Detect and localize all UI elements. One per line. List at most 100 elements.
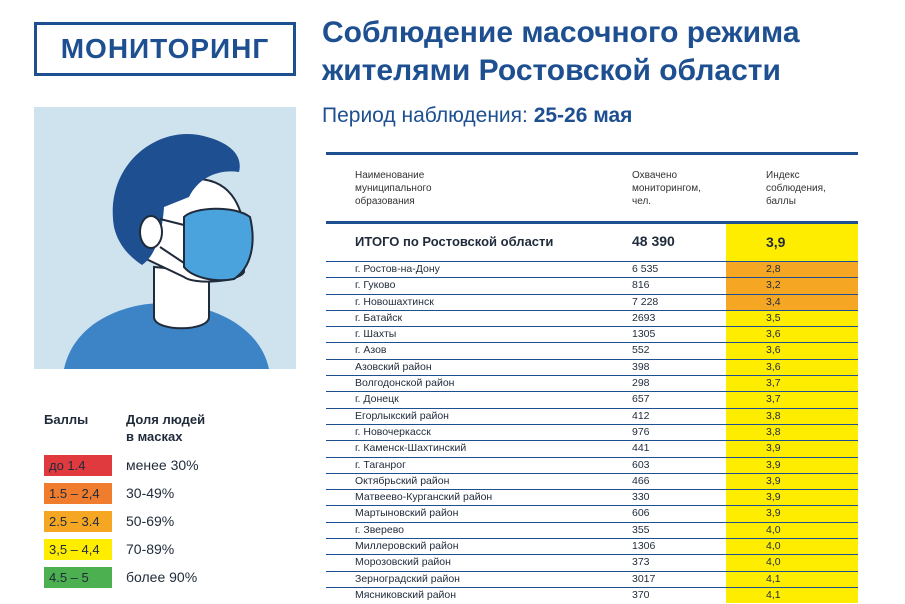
row-index: 3,9 <box>766 458 781 471</box>
table-row: г. Каменск-Шахтинский 441 3,9 <box>326 440 858 457</box>
row-municipality: г. Новошахтинск <box>355 295 434 308</box>
header-municipality-line: образования <box>355 196 415 207</box>
row-index-cell: 3,6 <box>726 327 858 343</box>
table-row: Егорлыкский район 412 3,8 <box>326 407 858 424</box>
title-line-2: жителями Ростовской области <box>322 54 781 87</box>
header-covered-line: Охвачено <box>632 170 678 181</box>
row-index-cell: 3,9 <box>726 490 858 506</box>
row-index-cell: 4,0 <box>726 555 858 571</box>
row-index: 3,9 <box>766 474 781 487</box>
legend-item: 2.5 – 3.4 50-69% <box>44 511 314 532</box>
table-row: Октябрьский район 466 3,9 <box>326 472 858 490</box>
row-covered: 606 <box>632 507 650 520</box>
total-covered: 48 390 <box>632 233 675 249</box>
legend-share: 30-49% <box>126 485 175 501</box>
row-municipality: г. Гуково <box>355 279 396 292</box>
row-municipality: г. Каменск-Шахтинский <box>355 442 467 455</box>
masked-person-illustration <box>34 107 296 369</box>
row-covered: 330 <box>632 491 650 504</box>
table-top-rule <box>326 152 858 155</box>
header-municipality-line: муниципального <box>355 183 432 194</box>
table-row: Матвеево-Курганский район 330 3,9 <box>326 489 858 506</box>
row-index: 3,7 <box>766 377 781 390</box>
period-value: 25-26 мая <box>533 104 633 127</box>
row-index-cell: 3,6 <box>726 359 858 376</box>
table-row: Мартыновский район 606 3,9 <box>326 505 858 522</box>
row-index-cell: 3,8 <box>726 408 858 424</box>
row-index-cell: 3,4 <box>726 294 858 310</box>
total-index: 3,9 <box>766 234 786 250</box>
table-row: г. Гуково 816 3,2 <box>326 277 858 294</box>
legend-share-header-line-2: в масках <box>126 429 183 444</box>
row-index-cell: 3,2 <box>726 278 858 294</box>
row-index: 3,7 <box>766 393 781 406</box>
row-index: 3,9 <box>766 442 781 455</box>
table-row: г. Новочеркасск 976 3,8 <box>326 423 858 441</box>
row-municipality: Егорлыкский район <box>355 409 449 422</box>
header-index-line: Индекс <box>766 170 800 181</box>
row-covered: 603 <box>632 458 650 471</box>
table-row: г. Новошахтинск 7 228 3,4 <box>326 293 858 310</box>
legend-share: 70-89% <box>126 541 175 557</box>
row-index: 3,9 <box>766 491 781 504</box>
total-row: ИТОГО по Ростовской области 48 390 3,9 <box>326 224 858 261</box>
row-index-cell: 4,1 <box>726 571 858 587</box>
table-row: г. Донецк 657 3,7 <box>326 391 858 408</box>
row-index-cell: 4,0 <box>726 539 858 555</box>
table-row: Миллеровский район 1306 4,0 <box>326 538 858 555</box>
row-index: 3,4 <box>766 295 781 308</box>
table-row: г. Таганрог 603 3,9 <box>326 456 858 473</box>
legend-swatch-orange: 1.5 – 2,4 <box>44 483 112 504</box>
row-municipality: Азовский район <box>355 360 432 373</box>
row-index: 3,8 <box>766 409 781 422</box>
table-row: г. Азов 552 3,6 <box>326 342 858 359</box>
row-index: 3,6 <box>766 360 781 373</box>
header-index-line: соблюдения, <box>766 183 826 194</box>
row-municipality: г. Таганрог <box>355 458 406 471</box>
total-index-cell: 3,9 <box>726 224 858 261</box>
row-index: 3,6 <box>766 344 781 357</box>
row-index-cell: 3,8 <box>726 424 858 441</box>
row-index: 4,0 <box>766 523 781 536</box>
row-municipality: Октябрьский район <box>355 474 450 487</box>
row-covered: 355 <box>632 523 650 536</box>
header-covered-line: мониторингом, <box>632 183 701 194</box>
row-municipality: Мясниковский район <box>355 588 457 601</box>
title-line-1: Соблюдение масочного режима <box>322 16 800 49</box>
row-covered: 466 <box>632 474 650 487</box>
row-index-cell: 3,9 <box>726 457 858 473</box>
table-body: г. Ростов-на-Дону 6 535 2,8 г. Гуково 816 3,2… <box>326 261 858 604</box>
legend-share: менее 30% <box>126 457 199 473</box>
header-municipality: Наименование муниципального образования <box>355 169 485 208</box>
row-index: 3,6 <box>766 328 781 341</box>
row-index-cell: 4,0 <box>726 522 858 539</box>
row-covered: 412 <box>632 409 650 422</box>
header-index: Индекс соблюдения, баллы <box>766 169 854 208</box>
table-row: Азовский район 398 3,6 <box>326 358 858 376</box>
compliance-table: Наименование муниципального образования … <box>326 152 858 604</box>
row-covered: 370 <box>632 588 650 601</box>
legend-swatch-light-orange: 2.5 – 3.4 <box>44 511 112 532</box>
row-index: 4,0 <box>766 556 781 569</box>
legend-scores-header: Баллы <box>44 412 89 427</box>
row-municipality: г. Шахты <box>355 328 397 341</box>
row-covered: 657 <box>632 393 650 406</box>
row-index: 3,9 <box>766 507 781 520</box>
row-municipality: г. Новочеркасск <box>355 425 431 438</box>
table-header-rule <box>326 221 858 224</box>
header-municipality-line: Наименование <box>355 170 425 181</box>
table-row: г. Шахты 1305 3,6 <box>326 326 858 343</box>
row-municipality: Мартыновский район <box>355 507 459 520</box>
total-name: ИТОГО по Ростовской области <box>355 234 554 249</box>
row-municipality: Морозовский район <box>355 556 451 569</box>
legend-swatch-red: до 1.4 <box>44 455 112 476</box>
legend-item: 1.5 – 2,4 30-49% <box>44 483 314 504</box>
legend-share-header: Доля людей в масках <box>126 411 205 445</box>
row-municipality: г. Ростов-на-Дону <box>355 263 440 275</box>
table-row: Мясниковский район 370 4,1 <box>326 586 858 604</box>
row-index: 3,8 <box>766 425 781 438</box>
header-covered: Охвачено мониторингом, чел. <box>632 169 732 208</box>
row-index: 3,5 <box>766 311 781 324</box>
row-covered: 1306 <box>632 540 656 553</box>
row-index-cell: 3,7 <box>726 392 858 408</box>
